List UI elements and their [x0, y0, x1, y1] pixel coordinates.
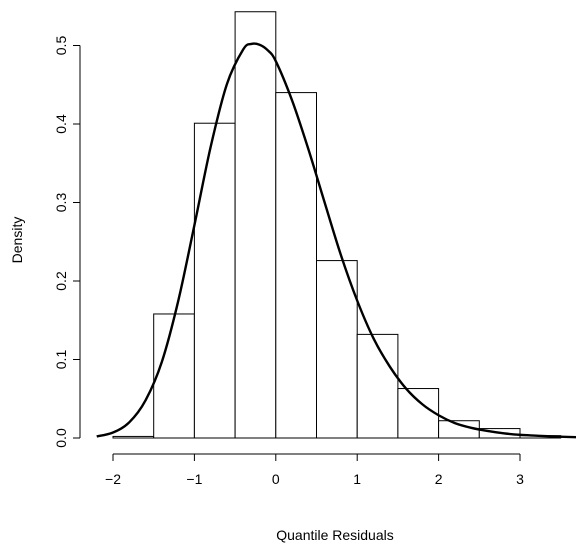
y-tick-label-4: 0.4 — [53, 114, 69, 134]
x-tick-label-2: 0 — [272, 471, 280, 487]
density-curve — [96, 42, 576, 439]
histogram-bar-7 — [397, 388, 440, 439]
y-tick-label-1: 0.1 — [53, 350, 69, 370]
x-tick-label-5: 3 — [516, 471, 524, 487]
histogram-bar-6 — [356, 333, 399, 439]
x-tick-label-3: 1 — [353, 471, 361, 487]
y-tick-label-0: 0.0 — [53, 428, 69, 448]
histogram-bar-0 — [112, 435, 155, 439]
y-tick-label-3: 0.3 — [53, 193, 69, 213]
histogram-bar-5 — [316, 260, 358, 439]
x-tick-label-4: 2 — [435, 471, 443, 487]
histogram-bar-3 — [234, 11, 277, 439]
x-axis: −2 −1 0 1 2 3 — [105, 453, 524, 487]
y-axis: 0.0 0.1 0.2 0.3 0.4 0.5 — [53, 36, 81, 448]
x-axis-title: Quantile Residuals — [276, 527, 394, 543]
histogram-bar-4 — [275, 92, 317, 439]
histogram-bar-1 — [153, 313, 195, 439]
histogram-bar-2 — [193, 122, 236, 439]
y-axis-title: Density — [9, 217, 25, 264]
y-tick-label-5: 0.5 — [53, 36, 69, 56]
histogram-bars — [112, 11, 562, 439]
x-tick-label-0: −2 — [105, 471, 121, 487]
x-tick-label-1: −1 — [186, 471, 202, 487]
y-tick-label-2: 0.2 — [53, 271, 69, 291]
